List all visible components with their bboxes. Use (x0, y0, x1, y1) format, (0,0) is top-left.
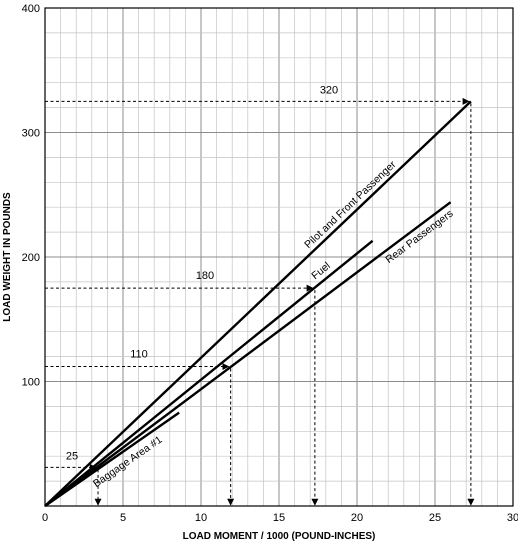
x-tick-label: 15 (273, 512, 285, 524)
y-tick-label: 400 (22, 3, 40, 15)
series-line-pilot-and-front-passenger (44, 100, 472, 507)
series-line-fuel (44, 239, 374, 507)
plot-frame (44, 7, 514, 507)
y-tick-label: 300 (22, 128, 40, 140)
y-tick-label: 200 (22, 252, 40, 264)
annotations: 320 180 110 25 (45, 84, 475, 506)
x-tick-label: 30 (507, 512, 518, 524)
annotation-label: 320 (320, 84, 338, 96)
series-line-baggage-area-1 (44, 411, 180, 507)
grid (44, 7, 514, 507)
annotation-label: 110 (130, 349, 148, 361)
series-lines (44, 100, 472, 507)
x-tick-label: 10 (195, 512, 207, 524)
annotation-label: 25 (66, 450, 78, 462)
x-tick-label: 5 (120, 512, 126, 524)
x-axis-title: LOAD MOMENT / 1000 (POUND-INCHES) (183, 531, 376, 542)
x-tick-label: 25 (429, 512, 441, 524)
y-axis-title: LOAD WEIGHT IN POUNDS (2, 192, 13, 322)
x-tick-label: 0 (42, 512, 48, 524)
y-tick-label: 100 (22, 377, 40, 389)
x-tick-label: 20 (351, 512, 363, 524)
annotation-label: 180 (196, 270, 214, 282)
series-line-rear-passengers (44, 201, 452, 507)
tick-labels: 0 5 10 15 20 25 30 100 200 300 400 (22, 3, 518, 524)
